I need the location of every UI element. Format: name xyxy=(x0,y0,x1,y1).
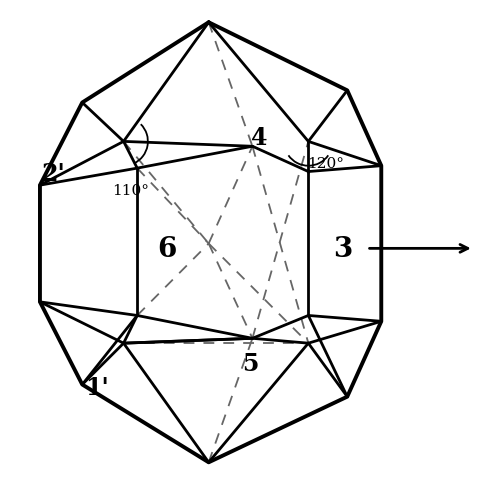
Text: 3: 3 xyxy=(333,235,352,263)
Text: 5: 5 xyxy=(242,351,258,375)
Text: 6: 6 xyxy=(158,235,177,263)
Text: 110°: 110° xyxy=(112,183,150,198)
Text: 2': 2' xyxy=(41,162,65,185)
Text: 1': 1' xyxy=(85,375,108,399)
Text: 120°: 120° xyxy=(307,157,344,171)
Text: 4: 4 xyxy=(252,125,268,149)
